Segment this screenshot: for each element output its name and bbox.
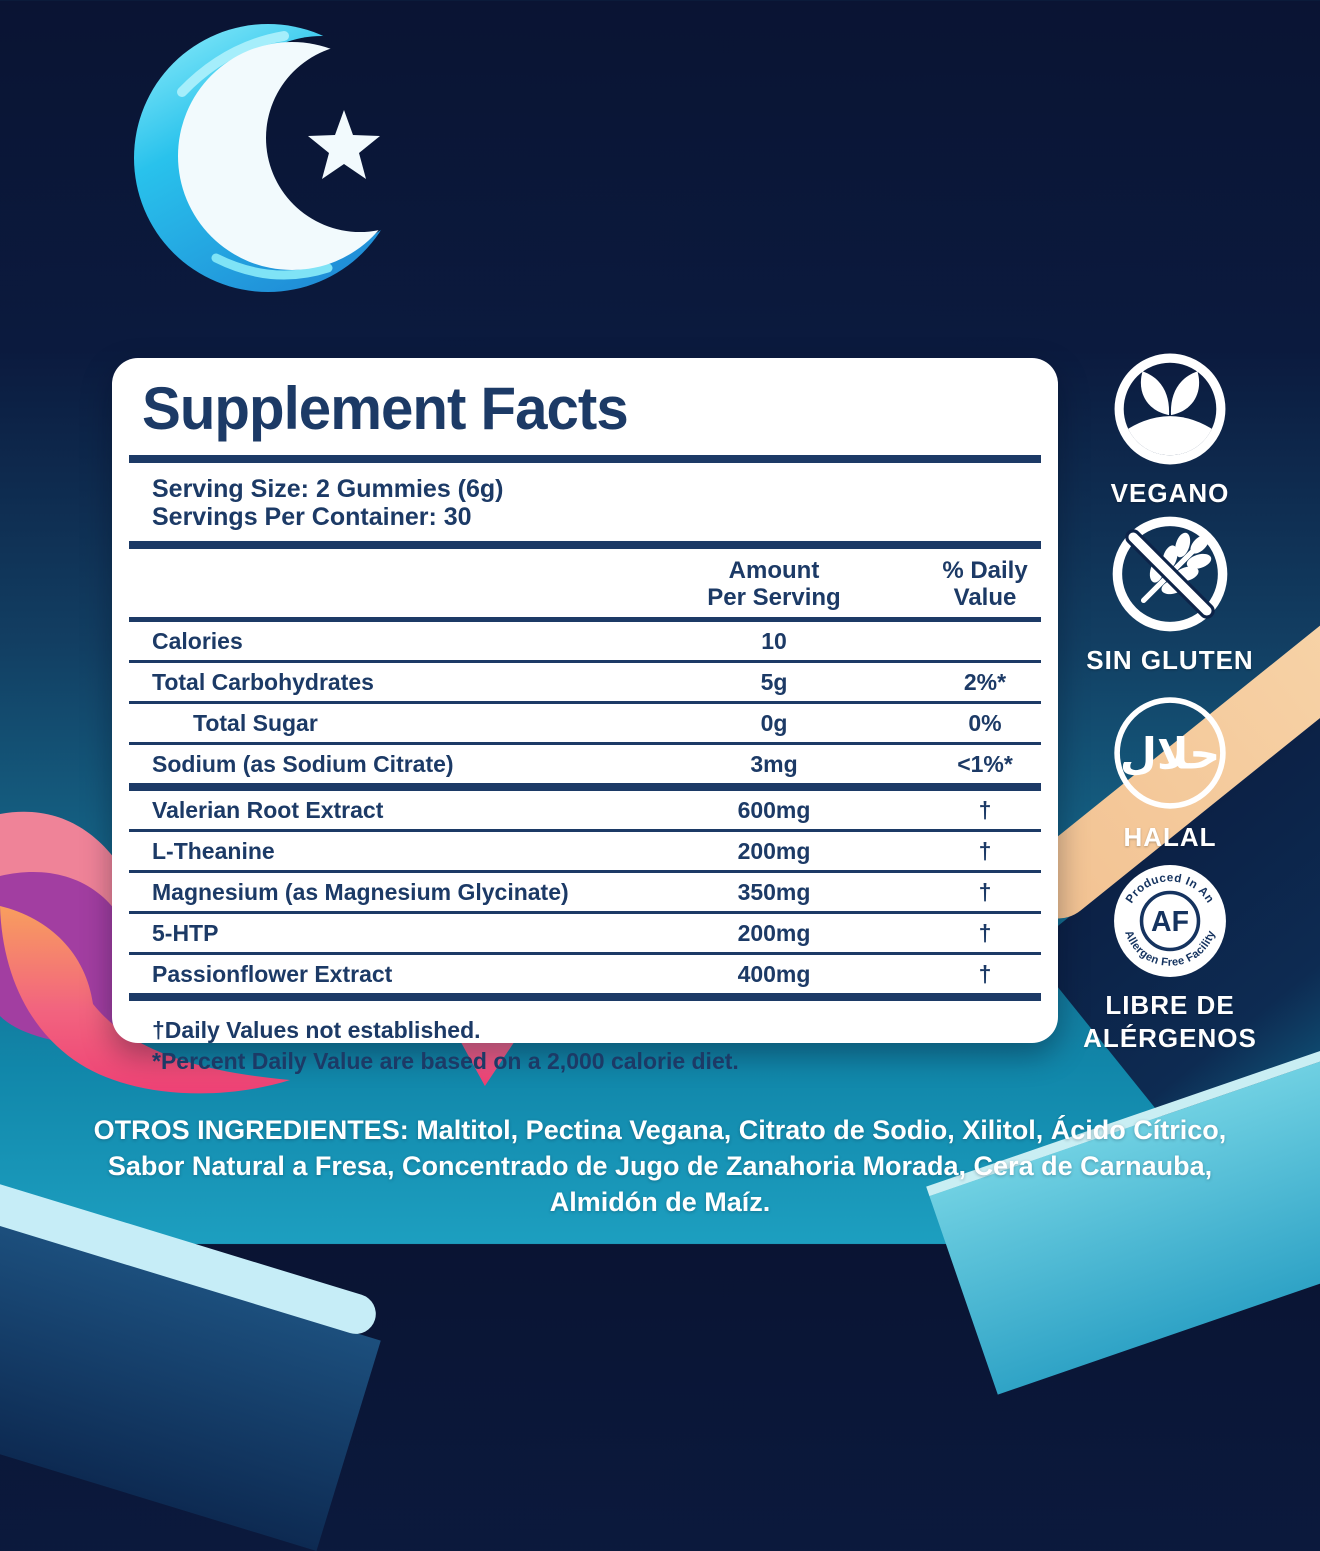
badge-label: HALAL xyxy=(1123,822,1217,852)
table-row: Sodium (as Sodium Citrate) 3mg <1%* xyxy=(129,745,1041,791)
badge-halal: حلال HALAL xyxy=(1060,694,1280,854)
table-row: Calories 10 xyxy=(129,622,1041,663)
divider xyxy=(129,455,1041,463)
amount-header: Amount Per Serving xyxy=(707,557,841,611)
table-row: Total Sugar 0g 0% xyxy=(129,704,1041,745)
halal-arabic-text: حلال xyxy=(1120,729,1220,779)
table-row: 5-HTP 200mg † xyxy=(129,914,1041,955)
badge-allergen-free: Produced In An Allergen Free Facility AF… xyxy=(1060,862,1280,1055)
allergen-free-icon: Produced In An Allergen Free Facility AF xyxy=(1114,865,1226,977)
panel-title: Supplement Facts xyxy=(142,375,629,442)
table-row: Magnesium (as Magnesium Glycinate) 350mg… xyxy=(129,873,1041,914)
ingredients-line: Almidón de Maíz. xyxy=(549,1187,771,1217)
servings-per-container: Servings Per Container: 30 xyxy=(152,503,472,531)
serving-size: Serving Size: 2 Gummies (6g) xyxy=(152,475,504,503)
star xyxy=(308,110,380,179)
table-row: Valerian Root Extract 600mg † xyxy=(129,791,1041,832)
gluten-free-icon xyxy=(1112,516,1228,632)
badge-label: VEGANO xyxy=(1110,478,1230,508)
crescent-moon-star-icon xyxy=(134,24,406,292)
footnotes: †Daily Values not established. *Percent … xyxy=(152,1015,1041,1077)
table-row: L-Theanine 200mg † xyxy=(129,832,1041,873)
footnote-dagger: †Daily Values not established. xyxy=(152,1017,481,1043)
ingredients-line: OTROS INGREDIENTES: Maltitol, Pectina Ve… xyxy=(93,1115,1227,1145)
badge-vegano: VEGANO xyxy=(1060,350,1280,510)
footnote-percent: *Percent Daily Value are based on a 2,00… xyxy=(152,1048,739,1074)
ingredients-line: Sabor Natural a Fresa, Concentrado de Ju… xyxy=(107,1151,1213,1181)
badge-label: LIBRE DE ALÉRGENOS xyxy=(1083,990,1257,1053)
table-row: Passionflower Extract 400mg † xyxy=(129,955,1041,1001)
other-ingredients: OTROS INGREDIENTES: Maltitol, Pectina Ve… xyxy=(0,1112,1320,1220)
badge-label: SIN GLUTEN xyxy=(1086,645,1254,675)
badge-sin-gluten: SIN GLUTEN xyxy=(1060,513,1280,677)
vegan-leaves-icon xyxy=(1114,353,1226,465)
table-row: Total Carbohydrates 5g 2%* xyxy=(129,663,1041,704)
divider xyxy=(129,541,1041,549)
daily-value-header: % Daily Value xyxy=(942,557,1028,611)
af-seal-center-text: AF xyxy=(1151,906,1189,938)
halal-icon: حلال xyxy=(1114,697,1226,809)
table-header: Amount Per Serving % Daily Value xyxy=(129,549,1041,622)
flame-swoosh xyxy=(0,906,290,1094)
left-decorative-shapes xyxy=(0,811,290,1094)
supplement-facts-panel: Supplement Facts Serving Size: 2 Gummies… xyxy=(112,358,1058,1074)
